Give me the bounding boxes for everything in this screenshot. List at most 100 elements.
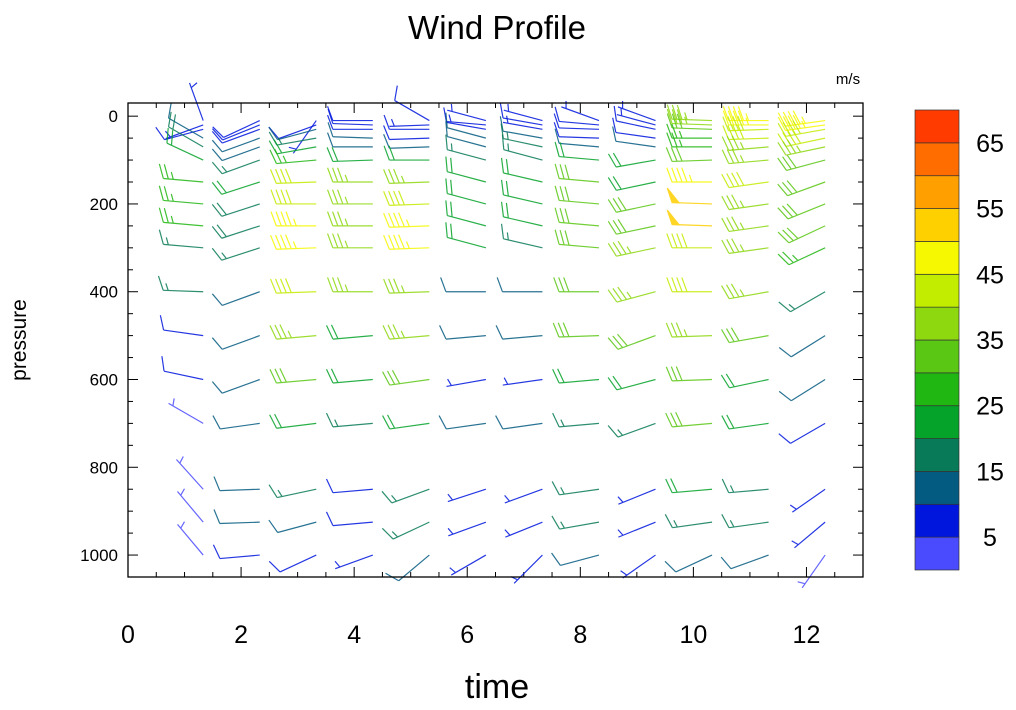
barb-full	[211, 293, 223, 306]
wind-barb	[612, 126, 656, 148]
barb-half	[626, 291, 632, 299]
wind-barb	[500, 223, 543, 249]
barb-full	[505, 202, 509, 219]
wind-barb	[777, 225, 826, 244]
barb-shaft	[163, 370, 204, 381]
barb-shaft	[559, 177, 600, 183]
barb-half	[344, 196, 349, 205]
barb-full	[676, 104, 683, 120]
barb-half	[221, 252, 227, 260]
wind-barb	[383, 190, 430, 206]
barb-half	[448, 114, 452, 123]
y-axis-label: pressure	[8, 299, 31, 381]
wind-barb	[777, 110, 826, 127]
y-tick-label: 1000	[80, 546, 118, 565]
barb-full	[274, 278, 282, 294]
barb-shaft	[616, 181, 656, 191]
barb-shaft	[728, 159, 769, 165]
wind-barb	[552, 412, 600, 428]
barb-shaft	[389, 378, 430, 386]
barb-full	[664, 560, 677, 573]
barb-full	[172, 114, 177, 130]
wind-barb	[439, 325, 486, 340]
barb-shaft	[559, 422, 600, 428]
barb-half	[678, 130, 683, 139]
barb-half	[617, 529, 624, 536]
wind-barb	[551, 552, 600, 566]
barb-full	[554, 128, 560, 144]
barb-shaft	[728, 146, 769, 151]
barb-shaft	[332, 159, 373, 163]
barb-shaft	[616, 247, 656, 257]
barb-full	[336, 211, 344, 227]
barb-half	[504, 495, 510, 502]
barb-shaft	[332, 335, 373, 340]
wind-barb	[211, 159, 260, 175]
barb-full	[778, 433, 791, 444]
barb-half	[292, 241, 297, 249]
barb-shaft	[166, 142, 204, 161]
barb-full	[500, 157, 505, 174]
barb-full	[438, 415, 447, 430]
x-tick-label: 0	[121, 621, 135, 649]
colorbar-box	[914, 438, 960, 472]
x-tick-label: 6	[460, 621, 474, 649]
wind-barb	[326, 114, 373, 130]
barb-full	[383, 191, 390, 206]
barb-shaft	[276, 291, 317, 294]
barb-full	[725, 328, 735, 342]
barb-full	[279, 278, 287, 293]
barb-shaft	[332, 422, 373, 428]
wind-barb	[325, 368, 373, 384]
barb-shaft	[618, 521, 656, 538]
wind-barb	[552, 322, 599, 338]
barb-full	[268, 126, 279, 141]
barb-full	[552, 368, 560, 384]
barb-full	[720, 374, 730, 389]
wind-barb	[167, 111, 204, 148]
barb-shaft	[276, 378, 317, 384]
barb-shaft	[391, 488, 430, 504]
colorbar-box	[914, 142, 960, 177]
wind-barb	[777, 203, 826, 220]
barb-full	[387, 324, 396, 339]
barb-full	[211, 131, 223, 144]
barb-full	[782, 116, 791, 131]
barb-full	[726, 217, 735, 232]
barb-shaft	[335, 554, 374, 570]
barb-full	[270, 189, 277, 205]
barb-full	[676, 113, 683, 129]
barb-full	[731, 172, 740, 187]
wind-barb	[213, 476, 260, 492]
barb-full	[393, 212, 400, 228]
barb-full	[212, 126, 224, 138]
wind-barb	[383, 278, 430, 294]
wind-barb	[778, 291, 826, 313]
barb-shaft	[513, 554, 543, 584]
wind-barb	[499, 102, 543, 126]
barb-shaft	[672, 127, 713, 130]
barb-shaft	[389, 203, 430, 206]
wind-barb	[721, 135, 769, 151]
barb-full	[722, 106, 730, 121]
wind-barb	[383, 114, 430, 130]
barb-full	[450, 179, 453, 195]
barb-shaft	[503, 137, 543, 148]
barb-full	[388, 145, 395, 161]
barb-shaft	[790, 378, 826, 402]
colorbar-box	[914, 109, 960, 144]
wind-barb	[722, 124, 769, 141]
barb-full	[158, 185, 164, 201]
barb-full	[721, 415, 730, 430]
barb-full	[450, 157, 453, 173]
wind-barb	[212, 120, 260, 139]
barb-full	[553, 277, 560, 292]
barb-full	[554, 207, 560, 223]
barb-shaft	[448, 521, 487, 537]
barb-full	[383, 212, 390, 228]
barb-full	[675, 322, 683, 337]
barb-full	[284, 168, 292, 184]
barb-full	[325, 368, 334, 384]
wind-barb	[268, 554, 317, 573]
barb-full	[279, 368, 287, 383]
